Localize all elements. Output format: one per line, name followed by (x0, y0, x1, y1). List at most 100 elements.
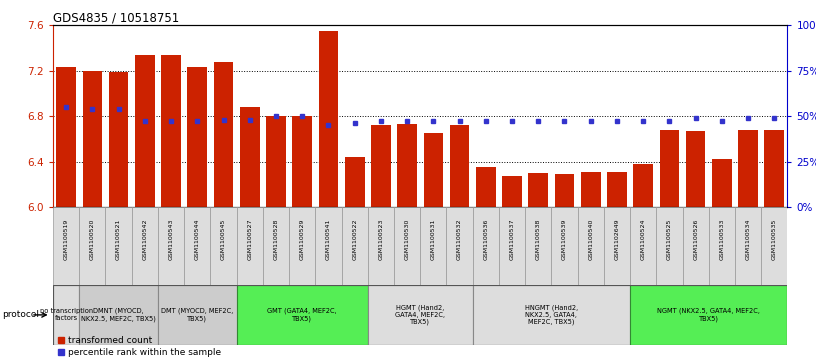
Text: GSM1100521: GSM1100521 (116, 219, 121, 260)
Bar (578, 207, 604, 285)
Legend: transformed count, percentile rank within the sample: transformed count, percentile rank withi… (58, 336, 221, 357)
Bar (555, 174, 574, 207)
Text: GSM1100535: GSM1100535 (772, 219, 777, 260)
Bar (735, 207, 761, 285)
Bar (630, 285, 787, 345)
Bar (529, 173, 548, 207)
Text: GSM1100541: GSM1100541 (326, 219, 331, 260)
Bar (158, 285, 237, 345)
Text: GSM1100538: GSM1100538 (536, 219, 541, 260)
Bar (214, 62, 233, 207)
Bar (162, 55, 181, 207)
Bar (318, 31, 339, 207)
Bar (105, 207, 131, 285)
Bar (633, 164, 653, 207)
Text: DMT (MYOCD, MEF2C,
TBX5): DMT (MYOCD, MEF2C, TBX5) (162, 308, 233, 322)
Bar (135, 55, 155, 207)
Bar (526, 207, 552, 285)
Bar (424, 133, 443, 207)
Bar (211, 207, 237, 285)
Bar (342, 207, 368, 285)
Text: GDS4835 / 10518751: GDS4835 / 10518751 (53, 11, 180, 24)
Bar (630, 207, 656, 285)
Bar (761, 207, 787, 285)
Text: GSM1100543: GSM1100543 (169, 219, 174, 260)
Bar (765, 130, 784, 207)
Bar (446, 207, 472, 285)
Text: NGMT (NKX2.5, GATA4, MEF2C,
TBX5): NGMT (NKX2.5, GATA4, MEF2C, TBX5) (658, 308, 761, 322)
Bar (109, 72, 128, 207)
Bar (552, 207, 578, 285)
Bar (240, 107, 259, 207)
Text: GSM1100522: GSM1100522 (353, 219, 357, 260)
Bar (685, 131, 706, 207)
Bar (472, 285, 630, 345)
Bar (289, 207, 315, 285)
Text: GSM1100530: GSM1100530 (405, 219, 410, 260)
Bar (53, 285, 79, 345)
Text: GSM1100542: GSM1100542 (142, 219, 148, 260)
Bar (368, 207, 394, 285)
Bar (131, 207, 158, 285)
Text: GSM1100533: GSM1100533 (720, 219, 725, 260)
Bar (345, 157, 365, 207)
Text: GSM1102649: GSM1102649 (614, 219, 619, 260)
Bar (738, 130, 758, 207)
Bar (237, 285, 368, 345)
Bar (188, 68, 207, 207)
Text: GSM1100545: GSM1100545 (221, 219, 226, 260)
Text: GSM1100524: GSM1100524 (641, 219, 645, 260)
Text: GSM1100540: GSM1100540 (588, 219, 593, 260)
Bar (292, 116, 312, 207)
Text: GSM1100525: GSM1100525 (667, 219, 672, 260)
Bar (604, 207, 630, 285)
Bar (184, 207, 211, 285)
Text: GSM1100536: GSM1100536 (483, 219, 488, 260)
Bar (79, 207, 105, 285)
Bar (656, 207, 682, 285)
Text: DMNT (MYOCD,
NKX2.5, MEF2C, TBX5): DMNT (MYOCD, NKX2.5, MEF2C, TBX5) (81, 308, 156, 322)
Text: GSM1100528: GSM1100528 (273, 219, 278, 260)
Text: no transcription
factors: no transcription factors (40, 309, 93, 321)
Bar (397, 124, 417, 207)
Text: GSM1100544: GSM1100544 (195, 219, 200, 260)
Bar (659, 130, 679, 207)
Text: GSM1100526: GSM1100526 (693, 219, 698, 260)
Bar (682, 207, 709, 285)
Bar (158, 207, 184, 285)
Bar (53, 207, 79, 285)
Bar (56, 68, 76, 207)
Bar (502, 176, 522, 207)
Bar (476, 167, 495, 207)
Text: GSM1100539: GSM1100539 (562, 219, 567, 260)
Bar (394, 207, 420, 285)
Text: GSM1100534: GSM1100534 (746, 219, 751, 260)
Bar (472, 207, 499, 285)
Bar (79, 285, 158, 345)
Text: HNGMT (Hand2,
NKX2.5, GATA4,
MEF2C, TBX5): HNGMT (Hand2, NKX2.5, GATA4, MEF2C, TBX5… (525, 305, 578, 325)
Bar (712, 159, 732, 207)
Text: GSM1100529: GSM1100529 (299, 219, 304, 260)
Bar (263, 207, 289, 285)
Text: HGMT (Hand2,
GATA4, MEF2C,
TBX5): HGMT (Hand2, GATA4, MEF2C, TBX5) (395, 305, 446, 325)
Text: GSM1100527: GSM1100527 (247, 219, 252, 260)
Text: GSM1100519: GSM1100519 (64, 219, 69, 260)
Text: GSM1100532: GSM1100532 (457, 219, 462, 260)
Bar (368, 285, 472, 345)
Text: GSM1100520: GSM1100520 (90, 219, 95, 260)
Bar (420, 207, 446, 285)
Bar (82, 71, 102, 207)
Text: protocol: protocol (2, 310, 38, 319)
Bar (371, 125, 391, 207)
Bar (499, 207, 526, 285)
Bar (450, 125, 469, 207)
Text: GSM1100537: GSM1100537 (509, 219, 515, 260)
Bar (266, 116, 286, 207)
Text: GSM1100531: GSM1100531 (431, 219, 436, 260)
Bar (607, 172, 627, 207)
Bar (581, 172, 601, 207)
Bar (709, 207, 735, 285)
Text: GSM1100523: GSM1100523 (379, 219, 384, 260)
Bar (237, 207, 263, 285)
Bar (315, 207, 342, 285)
